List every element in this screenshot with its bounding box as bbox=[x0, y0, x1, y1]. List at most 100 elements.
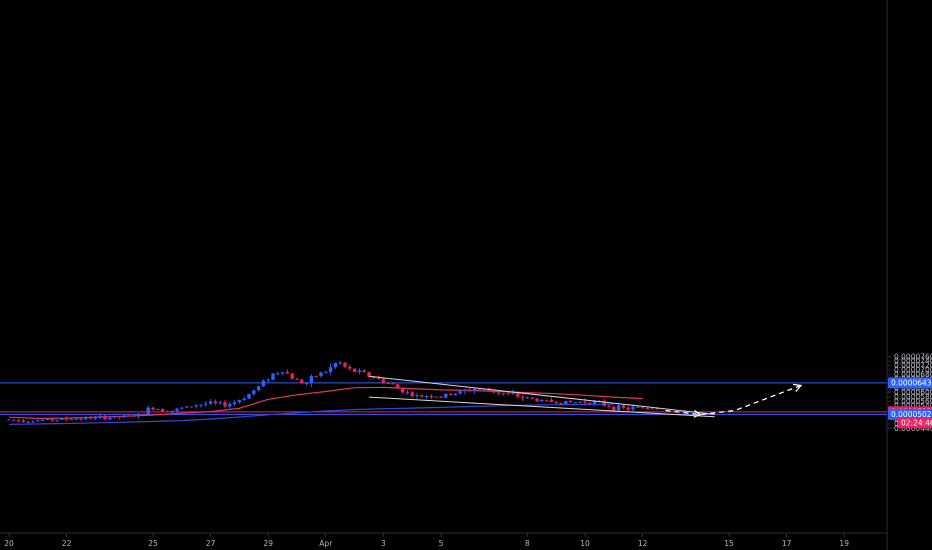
candle-body-2 bbox=[16, 419, 21, 421]
candle-body-50 bbox=[247, 394, 251, 399]
candle-body-41 bbox=[204, 403, 208, 405]
candle-body-9 bbox=[50, 418, 54, 421]
candle-body-58 bbox=[285, 372, 290, 374]
candle-body-25 bbox=[127, 415, 131, 417]
candle-body-106 bbox=[516, 393, 520, 397]
candle-body-132 bbox=[640, 407, 645, 409]
candle-body-90 bbox=[439, 396, 443, 398]
candle-body-76 bbox=[372, 376, 376, 378]
candle-body-16 bbox=[84, 417, 88, 420]
candle-body-52 bbox=[256, 386, 261, 391]
candle-body-3 bbox=[21, 420, 26, 423]
candle-body-124 bbox=[602, 400, 606, 406]
candle-body-133 bbox=[645, 408, 650, 410]
candle-body-111 bbox=[540, 399, 544, 402]
candle-body-63 bbox=[309, 375, 314, 383]
candle-body-59 bbox=[290, 373, 294, 379]
candle-body-75 bbox=[367, 372, 371, 377]
candle-body-8 bbox=[45, 418, 50, 420]
candle-body-14 bbox=[74, 418, 78, 420]
x-tick-label-2: 25 bbox=[148, 539, 158, 548]
candle-body-118 bbox=[573, 402, 578, 404]
candle-body-84 bbox=[410, 392, 414, 397]
candle-body-36 bbox=[180, 407, 184, 409]
x-tick-label-0: 20 bbox=[4, 539, 14, 548]
candle-body-6 bbox=[36, 420, 40, 422]
time-axis[interactable]: 20 22 25 27 29 Apr 3 5 8 10 12 15 17 19 bbox=[4, 533, 849, 548]
candle-body-34 bbox=[170, 410, 174, 412]
candle-body-125 bbox=[607, 405, 611, 407]
candle-body-38 bbox=[189, 406, 194, 408]
candle-body-68 bbox=[333, 362, 338, 368]
y-tick-label-14: 0.00007200 bbox=[894, 361, 932, 370]
x-tick-label-10: 12 bbox=[638, 539, 648, 548]
y-tick-label-13: 0.00007000 bbox=[894, 366, 932, 375]
candle-body-129 bbox=[626, 407, 630, 410]
candle-body-103 bbox=[501, 393, 506, 395]
level-badge-label-0: 0.00006435 bbox=[891, 378, 932, 387]
candle-body-53 bbox=[261, 380, 266, 387]
candle-body-64 bbox=[314, 375, 318, 377]
x-tick-label-1: 22 bbox=[62, 539, 72, 548]
candle-body-126 bbox=[612, 406, 616, 411]
candle-body-55 bbox=[271, 373, 275, 380]
countdown-label: 02:24:46 bbox=[901, 419, 932, 428]
countdown-badge-bg bbox=[898, 417, 932, 429]
y-tick-label-15: 0.00007400 bbox=[894, 357, 932, 366]
candle-body-87 bbox=[424, 396, 429, 398]
candle-body-112 bbox=[544, 399, 549, 401]
candle-body-121 bbox=[588, 402, 592, 404]
candle-body-13 bbox=[69, 419, 74, 421]
candle-body-78 bbox=[381, 378, 386, 383]
y-tick-label-5: 0.00005400 bbox=[894, 402, 932, 411]
candle-body-35 bbox=[175, 408, 179, 411]
candle-body-115 bbox=[559, 402, 563, 405]
candle-body-1 bbox=[12, 419, 16, 421]
candle-body-82 bbox=[400, 387, 405, 393]
candle-body-27 bbox=[136, 413, 141, 417]
candle-body-70 bbox=[343, 362, 347, 367]
candle-body-42 bbox=[208, 401, 213, 404]
candle-body-94 bbox=[458, 391, 462, 394]
candle-body-54 bbox=[266, 379, 270, 381]
candle-body-57 bbox=[280, 372, 285, 374]
candle-body-110 bbox=[535, 398, 539, 402]
candle-body-81 bbox=[396, 384, 400, 388]
candle-body-135 bbox=[655, 408, 659, 410]
y-tick-label-8: 0.00006000 bbox=[894, 388, 932, 397]
level-badge-bg-2 bbox=[888, 408, 932, 420]
wedge-upper-line bbox=[368, 375, 715, 415]
candle-body-7 bbox=[40, 419, 45, 421]
candle-body-74 bbox=[362, 370, 366, 373]
candle-body-31 bbox=[156, 408, 160, 410]
candle-body-24 bbox=[122, 415, 126, 418]
candle-body-80 bbox=[391, 383, 395, 385]
candle-body-131 bbox=[636, 406, 640, 408]
candle-body-5 bbox=[31, 421, 35, 423]
y-tick-label-0: 0.00004400 bbox=[894, 424, 932, 433]
candle-body-91 bbox=[444, 393, 448, 398]
candle-body-28 bbox=[141, 413, 146, 415]
y-tick-label-6: 0.00005600 bbox=[894, 397, 932, 406]
candle-body-32 bbox=[160, 408, 165, 412]
candle-body-114 bbox=[554, 401, 558, 403]
candle-body-20 bbox=[103, 415, 107, 420]
candle-body-96 bbox=[468, 390, 472, 392]
candle-body-22 bbox=[112, 415, 117, 418]
candle-body-109 bbox=[530, 397, 534, 399]
candle-body-60 bbox=[295, 378, 299, 380]
candle-body-23 bbox=[117, 415, 122, 418]
candle-body-71 bbox=[348, 366, 352, 369]
projection-arrow bbox=[665, 383, 803, 418]
falling-wedge bbox=[368, 375, 715, 418]
candle-body-62 bbox=[304, 382, 309, 384]
projection-arrowhead-dip bbox=[693, 409, 702, 418]
candle-body-113 bbox=[549, 399, 554, 402]
x-tick-label-12: 17 bbox=[782, 539, 792, 548]
candle-body-119 bbox=[578, 401, 582, 403]
x-tick-label-3: 27 bbox=[206, 539, 216, 548]
candle-body-33 bbox=[165, 411, 170, 413]
candle-body-49 bbox=[242, 398, 246, 401]
